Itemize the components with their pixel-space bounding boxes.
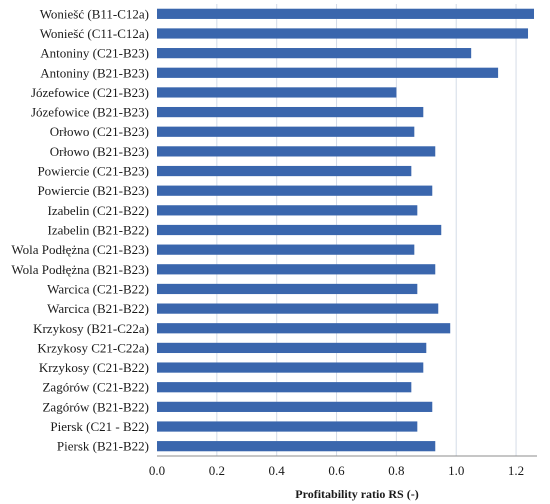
bar	[157, 362, 424, 373]
category-label: Powiercie (C21-B23)	[37, 164, 149, 179]
bar	[157, 185, 433, 196]
category-label: Izabelin (C21-B22)	[48, 203, 149, 218]
x-axis-title: Profitability ratio RS (-)	[295, 487, 418, 501]
bar	[157, 224, 442, 236]
category-label: Wola Podłężna (B21-B23)	[11, 262, 149, 277]
category-label: Warcica (C21-B22)	[47, 281, 149, 296]
category-label: Woniešć (B11-C12a)	[40, 6, 149, 21]
bar	[157, 67, 499, 78]
category-label: Krzykosy (B21-C22a)	[33, 321, 149, 336]
bar	[157, 323, 451, 334]
x-tick-label: 0.2	[209, 463, 225, 478]
category-label: Piersk (B21-B22)	[57, 439, 149, 454]
category-label: Warcica (B21-B22)	[47, 301, 149, 316]
x-tick-label: 0.4	[269, 463, 286, 478]
category-label: Orłowo (B21-B23)	[50, 144, 149, 159]
bar	[157, 48, 472, 59]
category-label: Antoniny (C21-B23)	[40, 46, 149, 61]
bar	[157, 342, 427, 354]
category-label: Wola Podłężna (C21-B23)	[11, 242, 149, 257]
bar	[157, 283, 418, 295]
x-tick-label: 0.0	[149, 463, 165, 478]
category-label: Zagórów (C21-B22)	[42, 380, 149, 395]
x-tick-label: 0.6	[328, 463, 345, 478]
x-tick-label: 1.2	[508, 463, 524, 478]
category-label: Józefowice (B21-B23)	[31, 105, 149, 120]
category-label: Piersk (C21 - B22)	[50, 419, 149, 434]
category-label: Powiercie (B21-B23)	[37, 183, 149, 198]
category-label: Woniešć (C11-C12a)	[40, 26, 149, 41]
x-tick-label: 0.8	[388, 463, 404, 478]
bar	[157, 421, 418, 432]
category-label: Orłowo (C21-B23)	[50, 124, 149, 139]
bar	[157, 146, 436, 157]
bar	[157, 87, 397, 98]
bar	[157, 382, 412, 393]
bar	[157, 165, 412, 177]
bar	[157, 28, 529, 39]
bar	[157, 401, 433, 412]
bar	[157, 244, 415, 255]
bar	[157, 126, 415, 137]
bar	[157, 264, 436, 275]
bar	[157, 441, 436, 452]
bar	[157, 106, 424, 118]
bar	[157, 303, 439, 314]
category-label: Antoniny (B21-B23)	[40, 65, 149, 80]
category-label: Krzykosy (C21-B22)	[39, 360, 149, 375]
category-labels: Woniešć (B11-C12a) Woniešć (C11-C12a) Anto…	[11, 6, 149, 453]
bars	[157, 8, 535, 452]
category-label: Zagórów (B21-B22)	[42, 399, 149, 414]
bar	[157, 8, 535, 19]
x-tick-label: 1.0	[448, 463, 464, 478]
x-tick-labels: 0.0 0.2 0.4 0.6 0.8 1.0 1.2	[149, 463, 524, 478]
category-label: Krzykosy C21-C22a)	[37, 340, 149, 355]
bar	[157, 205, 418, 216]
category-label: Józefowice (C21-B23)	[31, 85, 149, 100]
category-label: Izabelin (B21-B22)	[48, 223, 149, 238]
